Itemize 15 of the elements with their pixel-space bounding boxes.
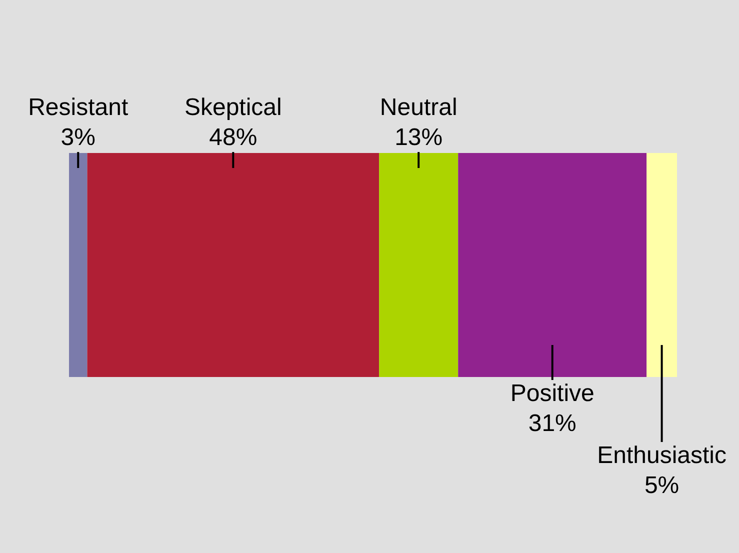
text: Enthusiastic: [597, 442, 727, 469]
series-label: Resistant: [28, 94, 128, 121]
bar: [379, 153, 458, 377]
data-label: 5%: [644, 472, 680, 499]
bar: [458, 153, 647, 377]
data-label: 31%: [528, 410, 576, 437]
bar: [87, 153, 380, 377]
series-label: Skeptical: [184, 94, 282, 121]
series-label: Positive: [510, 380, 594, 407]
data-label: 13%: [394, 124, 443, 151]
bar: [69, 153, 88, 377]
data-label: 3%: [60, 124, 96, 151]
data-label: 48%: [209, 124, 258, 151]
bar: [646, 153, 677, 377]
series-label: Neutral: [380, 94, 458, 121]
